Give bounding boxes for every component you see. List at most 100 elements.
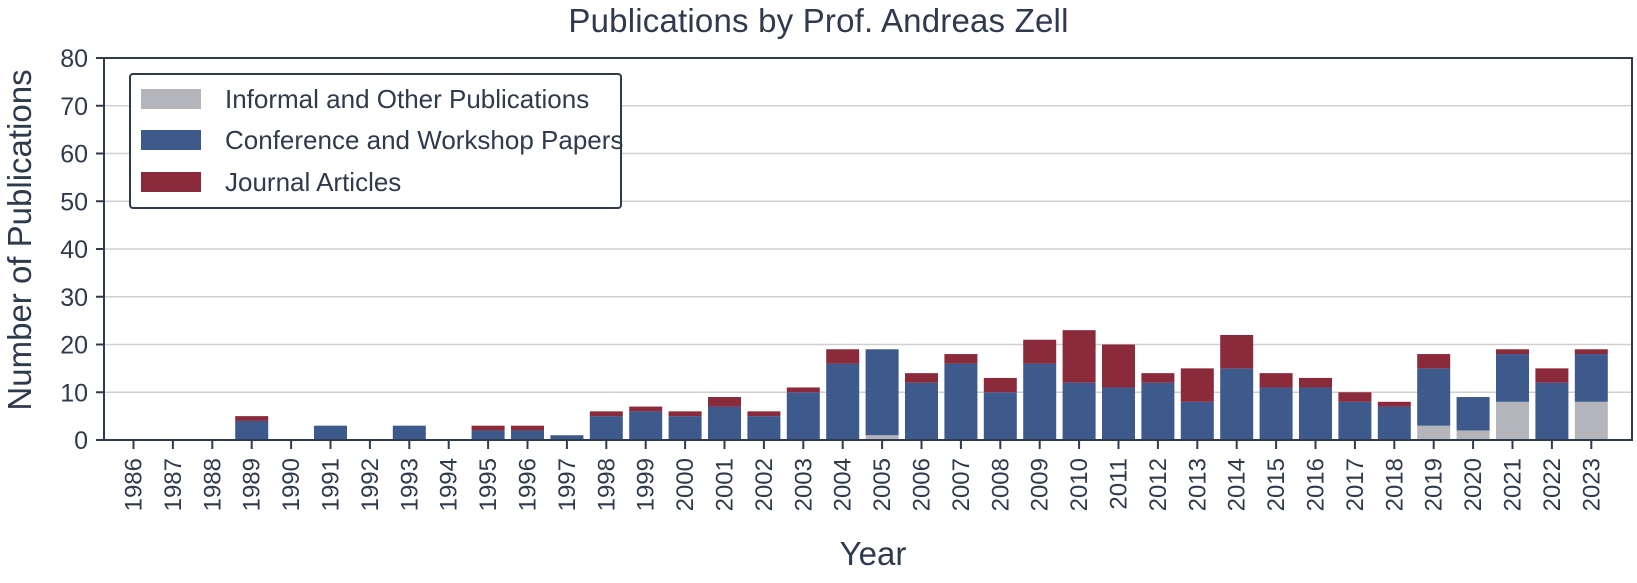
x-tick-label: 2003 [790,458,817,511]
x-tick-label: 2006 [909,458,936,511]
legend-swatch-journal [141,172,201,192]
bar-journal-1999 [629,406,663,412]
x-tick-label: 2007 [948,458,975,511]
y-tick-label: 70 [60,93,88,121]
x-tick-label: 1986 [121,458,148,511]
bar-journal-2019 [1417,354,1451,369]
y-tick-label: 40 [60,236,88,264]
bar-journal-2012 [1141,373,1175,383]
x-tick-label: 2008 [987,458,1014,511]
bar-informal-2005 [865,435,899,440]
bar-journal-2016 [1299,377,1332,388]
x-tick-label: 2016 [1303,458,1330,511]
x-tick-label: 2023 [1578,458,1605,511]
bar-journal-2013 [1180,368,1214,402]
bar-journal-2006 [905,373,938,383]
legend-item-informal: Informal and Other Publications [141,84,589,114]
bar-journal-2008 [983,377,1017,393]
bar-journal-2015 [1259,373,1293,388]
x-tick-label: 1989 [239,458,266,511]
bar-conference-2000 [668,416,702,440]
bar-conference-2016 [1299,387,1332,440]
bar-conference-1989 [235,420,269,440]
x-tick-label: 2021 [1500,458,1527,511]
bar-journal-2000 [668,411,702,417]
bar-informal-2019 [1417,425,1451,440]
bar-conference-2011 [1102,387,1135,440]
bar-informal-2023 [1574,401,1608,440]
y-tick-label: 80 [60,45,88,73]
bar-conference-2017 [1338,401,1372,440]
bar-journal-2018 [1377,401,1411,407]
legend: Informal and Other Publications Conferen… [129,73,623,209]
bar-conference-2005 [865,349,899,436]
x-tick-label: 2005 [869,458,896,511]
y-tick-label: 10 [60,379,88,407]
bar-conference-2006 [905,382,938,440]
x-tick-label: 2000 [672,458,699,511]
legend-swatch-conference [141,130,201,150]
x-tick-label: 2017 [1342,458,1369,511]
bar-journal-2017 [1338,392,1372,402]
bar-conference-2019 [1417,368,1451,426]
bar-conference-2008 [983,392,1017,440]
bar-journal-2014 [1220,334,1254,369]
x-tick-label: 1992 [357,458,384,511]
bar-conference-2009 [1023,363,1057,440]
x-tick-label: 2015 [1263,458,1290,511]
x-tick-label: 2001 [712,458,739,511]
legend-swatch-informal [141,89,201,109]
bar-conference-1995 [471,430,505,440]
bar-conference-2020 [1456,397,1490,431]
bar-conference-2002 [747,416,781,440]
x-tick-label: 1999 [633,458,660,511]
x-tick-label: 2002 [751,458,778,511]
x-tick-label: 1998 [593,458,620,511]
legend-item-journal: Journal Articles [141,167,401,197]
bar-journal-2021 [1496,349,1529,355]
legend-label-informal: Informal and Other Publications [225,83,590,114]
bar-conference-2022 [1535,382,1569,440]
bar-conference-1991 [314,425,347,440]
x-tick-label: 2013 [1184,458,1211,511]
x-tick-label: 2011 [1106,458,1133,510]
bar-conference-2007 [944,363,978,440]
x-tick-label: 2020 [1460,458,1487,511]
bar-conference-2021 [1496,354,1529,402]
bar-conference-2023 [1574,354,1608,402]
x-tick-label: 1988 [199,458,226,511]
bar-journal-2003 [786,387,820,393]
chart-title: Publications by Prof. Andreas Zell [568,2,1069,39]
legend-label-conference: Conference and Workshop Papers [225,124,624,155]
y-tick-label: 20 [60,332,88,360]
x-tick-label: 1994 [436,458,463,511]
x-tick-label: 2022 [1539,458,1566,511]
bar-conference-1996 [511,430,544,440]
x-tick-label: 2010 [1066,458,1093,511]
bar-informal-2020 [1456,430,1490,440]
bar-conference-2018 [1377,406,1411,440]
bar-journal-2022 [1535,368,1569,383]
bar-journal-2001 [708,397,741,407]
legend-item-conference: Conference and Workshop Papers [141,125,623,155]
bar-conference-1998 [589,416,623,440]
bar-informal-2021 [1496,401,1529,440]
bar-journal-2009 [1023,339,1057,364]
bar-journal-2023 [1574,349,1608,355]
bar-conference-2013 [1180,401,1214,440]
x-tick-label: 2018 [1381,458,1408,511]
x-tick-label: 1995 [475,458,502,511]
bar-journal-2011 [1102,344,1135,388]
bar-conference-2004 [826,363,860,440]
y-tick-label: 0 [74,427,88,455]
bar-journal-2002 [747,411,781,417]
bar-journal-2010 [1062,330,1096,383]
bar-conference-1993 [392,425,426,440]
x-tick-label: 1991 [318,458,345,511]
legend-label-journal: Journal Articles [225,166,402,197]
bar-conference-2001 [708,406,741,440]
bar-journal-2004 [826,349,860,364]
x-tick-label: 1990 [278,458,305,511]
bar-conference-2003 [786,392,820,440]
x-tick-label: 2009 [1027,458,1054,511]
